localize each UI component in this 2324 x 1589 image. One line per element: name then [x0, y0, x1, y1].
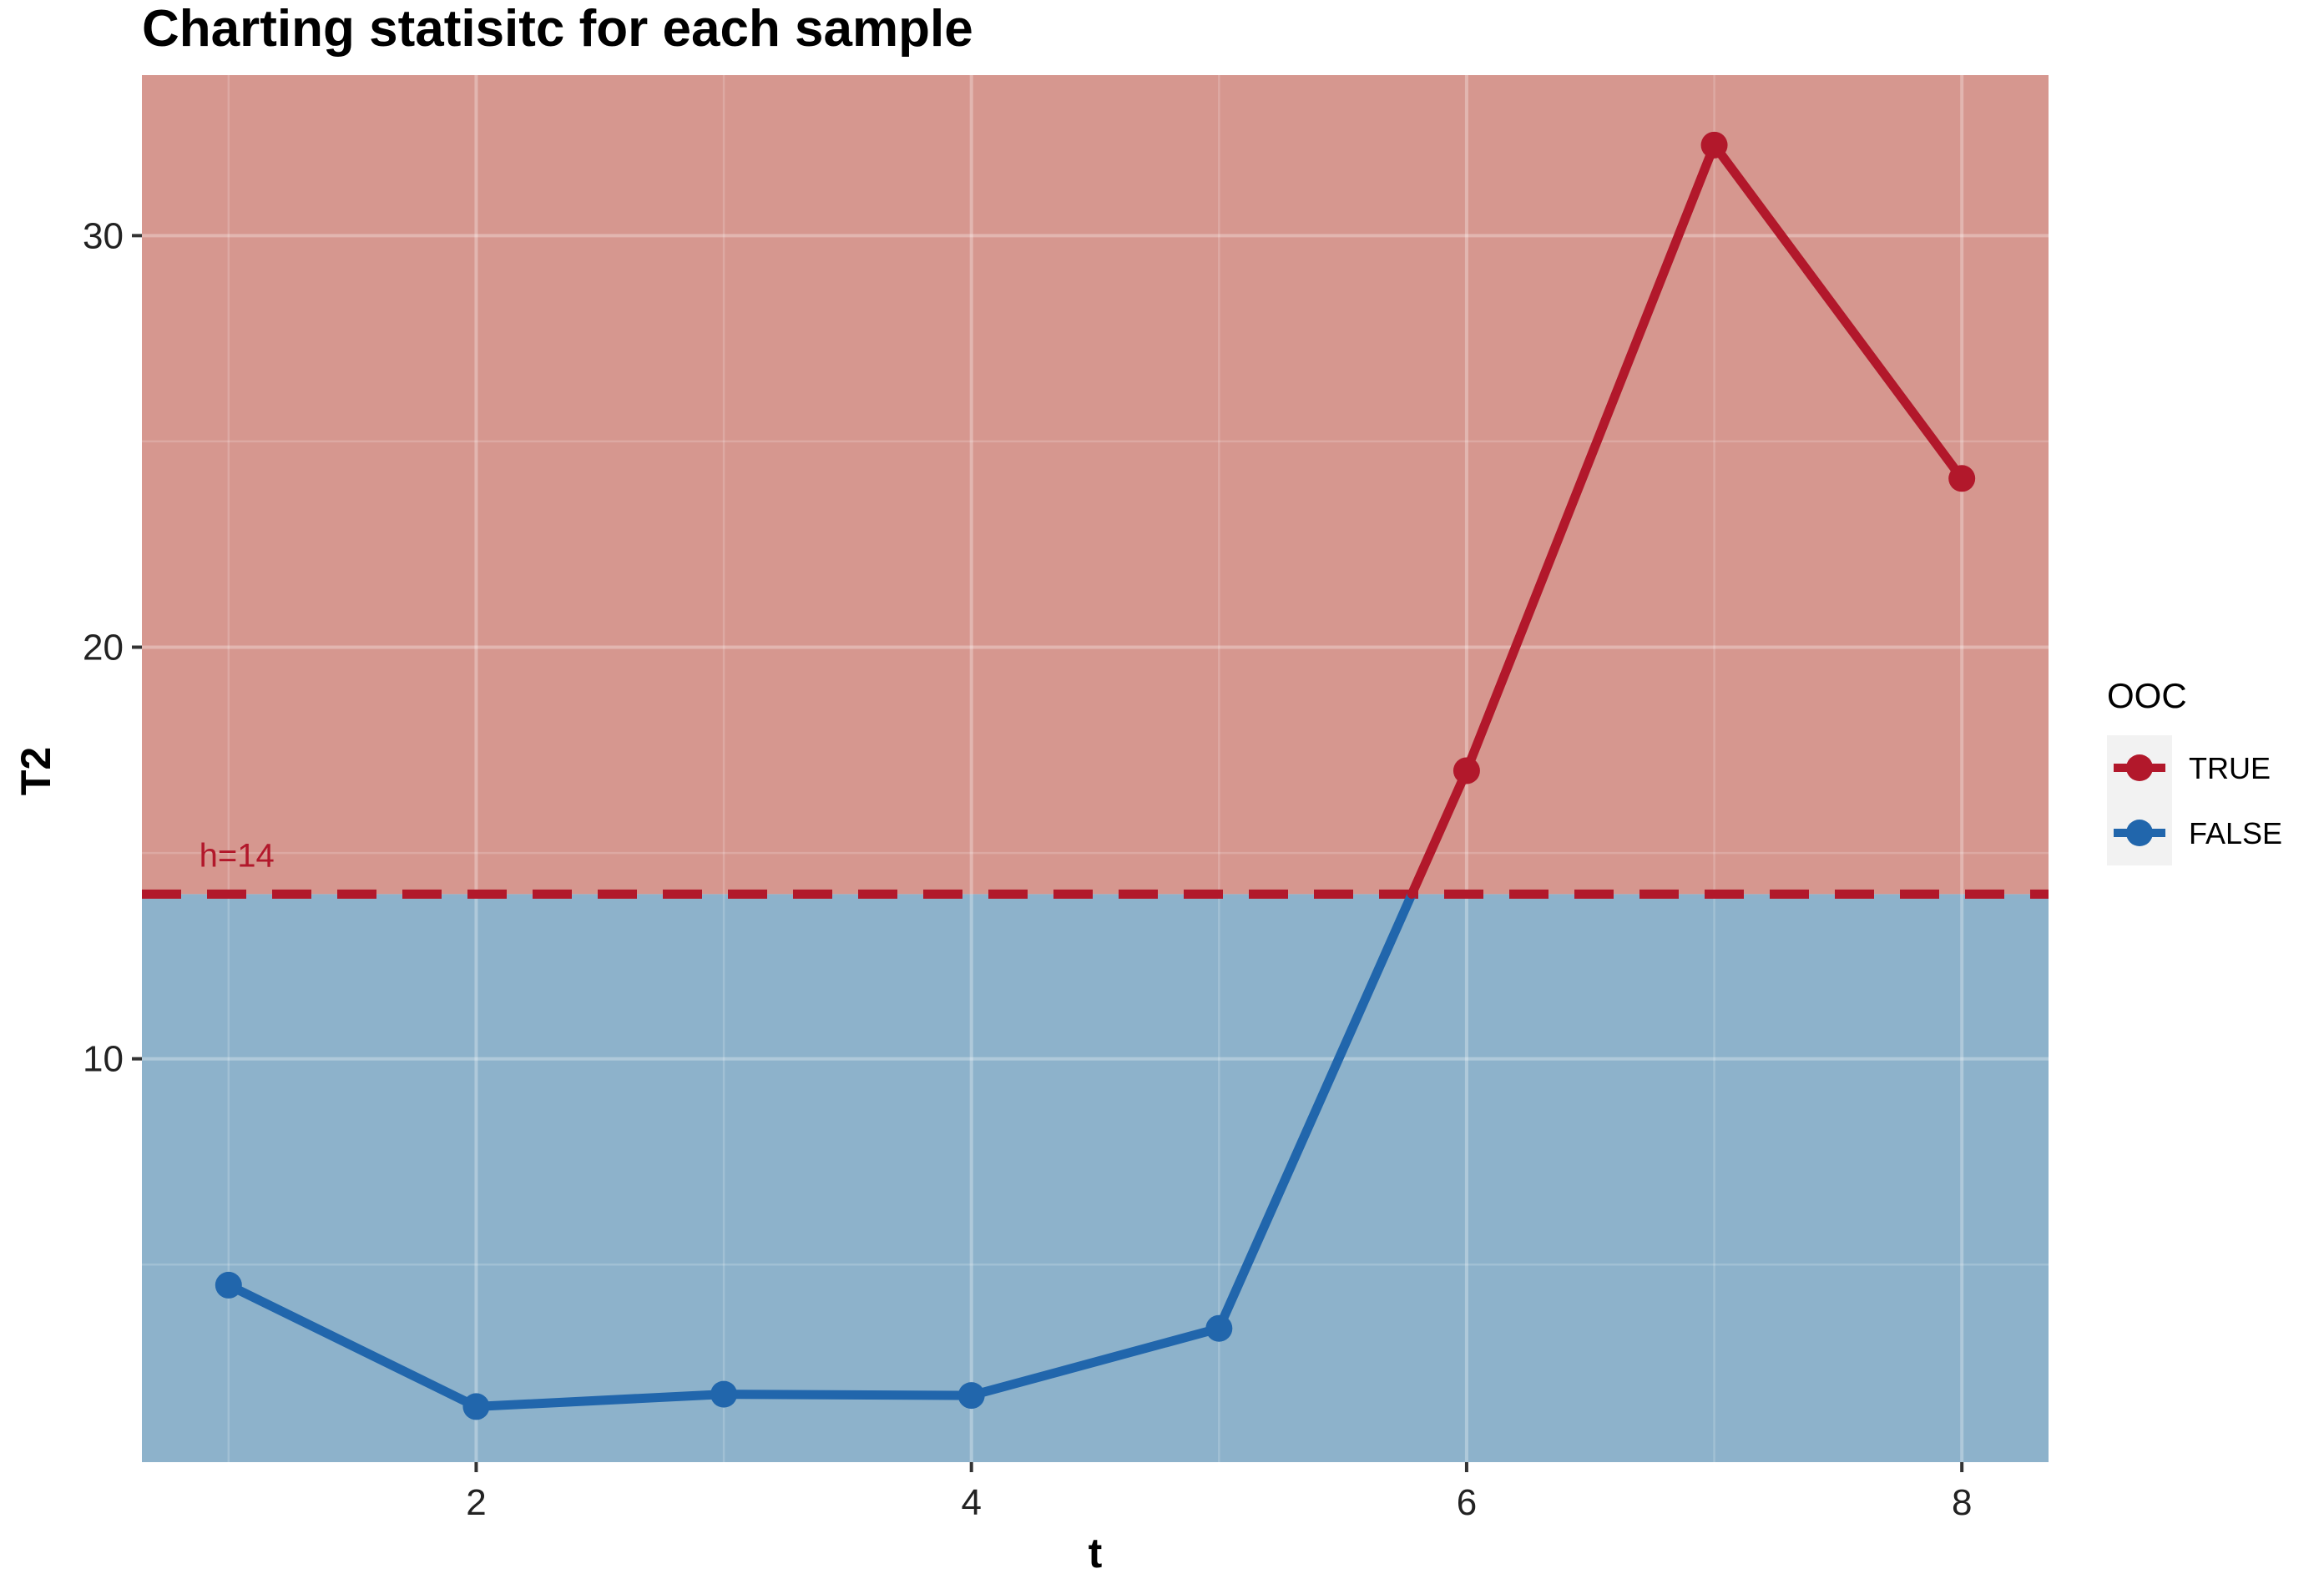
y-tick-label: 10 — [83, 1039, 124, 1080]
plot-panel: h=14 — [142, 75, 2049, 1462]
series-line-segment — [224, 1280, 481, 1411]
data-point-true — [1452, 757, 1480, 784]
y-axis: 10 20 30 — [83, 215, 142, 1080]
x-tick-label: 8 — [1952, 1482, 1972, 1523]
legend: OOC TRUE FALSE — [2107, 676, 2282, 865]
data-point-true — [1948, 465, 1976, 492]
data-point-true — [1700, 131, 1728, 159]
series-line-segment — [1214, 889, 1417, 1334]
legend-label: FALSE — [2189, 816, 2282, 850]
legend-key-point — [2126, 754, 2153, 781]
legend-key-point — [2126, 820, 2153, 846]
series-line-segment — [1407, 765, 1472, 899]
out-of-control-region — [142, 75, 2049, 895]
series-line-segment — [471, 1390, 729, 1411]
data-point-false — [957, 1382, 985, 1410]
series-line-segment — [1710, 140, 1967, 483]
y-axis-title: T2 — [13, 747, 59, 795]
y-tick-label: 30 — [83, 215, 124, 256]
series-line-segment — [967, 1324, 1224, 1400]
data-point-false — [1205, 1314, 1233, 1342]
x-tick-label: 4 — [961, 1482, 981, 1523]
threshold-label: h=14 — [200, 837, 275, 874]
in-control-region — [142, 894, 2049, 1462]
y-tick-label: 20 — [83, 628, 124, 668]
legend-title: OOC — [2107, 676, 2187, 715]
x-axis-title: t — [1089, 1530, 1103, 1576]
chart-title: Charting statisitc for each sample — [142, 0, 973, 58]
data-point-false — [710, 1380, 738, 1408]
data-point-false — [215, 1271, 242, 1299]
series-line-segment — [1462, 140, 1720, 775]
x-tick-label: 6 — [1457, 1482, 1477, 1523]
legend-label: TRUE — [2189, 751, 2271, 785]
x-axis: 2 4 6 8 — [466, 1462, 1972, 1523]
x-tick-label: 2 — [466, 1482, 486, 1523]
data-point-false — [462, 1393, 490, 1420]
